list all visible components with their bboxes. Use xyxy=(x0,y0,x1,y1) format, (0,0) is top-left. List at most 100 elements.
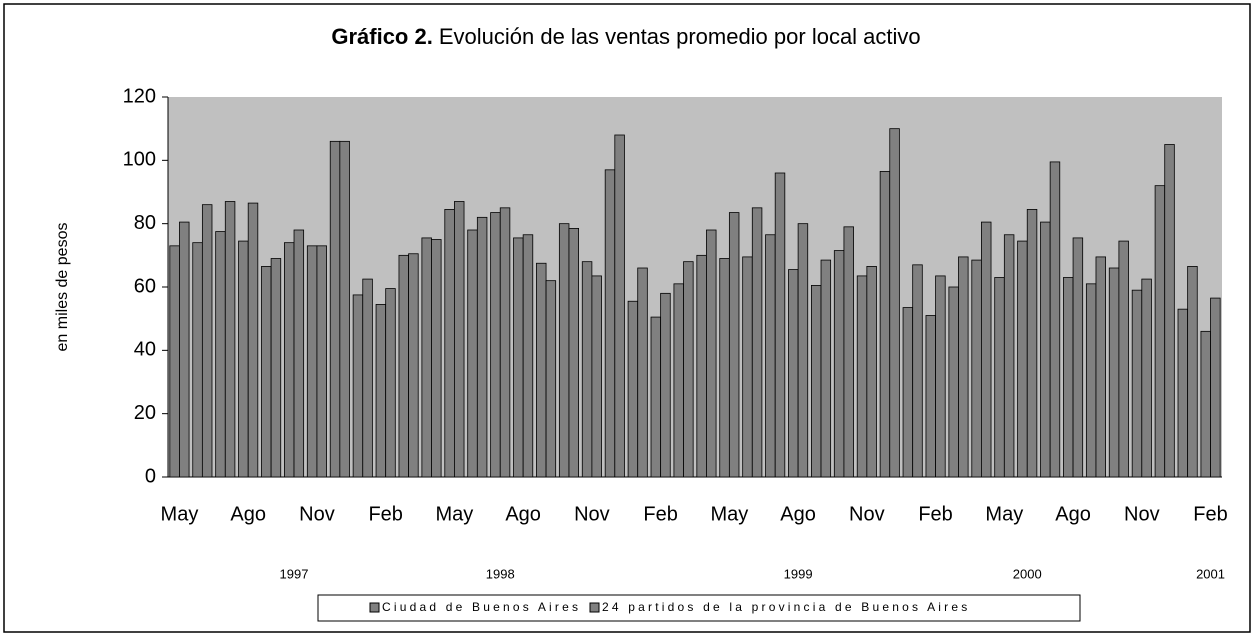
bar xyxy=(1063,277,1074,478)
bar xyxy=(797,223,809,478)
bar xyxy=(673,283,684,478)
year-label: 1997 xyxy=(280,566,309,581)
bar xyxy=(536,262,547,478)
bar xyxy=(261,266,272,478)
bar xyxy=(843,226,854,478)
x-tick-label: May xyxy=(985,503,1023,525)
bar xyxy=(490,212,501,478)
x-tick-label: Ago xyxy=(230,503,266,525)
bar xyxy=(774,172,786,478)
bar xyxy=(568,228,580,478)
bar xyxy=(375,304,387,478)
bar xyxy=(224,201,236,478)
bar xyxy=(1072,237,1084,478)
bar xyxy=(866,266,877,478)
bar xyxy=(316,245,327,478)
y-axis-label: en miles de pesos xyxy=(54,223,71,352)
bar xyxy=(398,254,409,478)
title-text: Evolución de las ventas promedio por loc… xyxy=(439,24,921,49)
bar xyxy=(467,229,478,478)
bar xyxy=(283,242,295,478)
bar xyxy=(444,209,455,478)
legend-swatch xyxy=(369,602,380,613)
bar xyxy=(912,264,923,478)
bar xyxy=(270,258,282,478)
bar xyxy=(1177,308,1189,478)
x-tick-label: Feb xyxy=(918,503,952,525)
bar xyxy=(719,258,730,478)
bar xyxy=(1095,256,1107,478)
bar xyxy=(513,237,524,478)
bar xyxy=(925,315,936,478)
x-tick-label: Ago xyxy=(505,503,541,525)
legend-label: 24 partidos de la provincia de Buenos Ai… xyxy=(602,600,970,614)
bar xyxy=(1017,240,1028,478)
bar xyxy=(421,237,432,478)
bar xyxy=(751,207,763,478)
y-tick-label: 0 xyxy=(145,465,156,487)
bar xyxy=(591,275,602,478)
bar xyxy=(431,239,442,478)
x-tick-label: Feb xyxy=(368,503,402,525)
y-tick-label: 120 xyxy=(123,85,156,107)
x-tick-label: Nov xyxy=(574,503,610,525)
bar xyxy=(362,278,373,478)
bar xyxy=(1187,266,1198,478)
bar xyxy=(650,316,662,478)
bar xyxy=(742,256,753,478)
bar xyxy=(581,261,593,478)
legend-swatch xyxy=(589,602,600,613)
bar xyxy=(385,288,396,478)
bar xyxy=(293,229,305,478)
x-tick-label: Ago xyxy=(1055,503,1091,525)
bar xyxy=(706,229,717,478)
bar xyxy=(1085,283,1097,478)
legend-label: Ciudad de Buenos Aires xyxy=(382,600,581,614)
bar xyxy=(1200,330,1211,478)
x-tick-label: May xyxy=(161,503,199,525)
bar xyxy=(637,267,648,478)
bar xyxy=(1118,240,1129,478)
legend xyxy=(317,594,1081,622)
bar xyxy=(476,216,488,478)
bar xyxy=(179,221,190,478)
bar xyxy=(1154,185,1166,478)
bar xyxy=(788,269,799,478)
bar xyxy=(856,275,868,478)
bar xyxy=(1040,221,1051,478)
y-tick-label: 20 xyxy=(134,402,156,424)
year-label: 1998 xyxy=(486,566,515,581)
bar xyxy=(192,242,203,478)
bar xyxy=(499,207,511,478)
bar xyxy=(902,307,914,478)
bar xyxy=(329,140,341,478)
bar xyxy=(994,277,1005,478)
bar xyxy=(879,171,891,478)
bar xyxy=(408,253,419,478)
bar xyxy=(833,250,845,478)
x-tick-label: May xyxy=(710,503,748,525)
bar xyxy=(454,201,465,478)
y-tick-label: 80 xyxy=(134,212,156,234)
bar xyxy=(238,240,249,478)
bar xyxy=(889,128,900,478)
bar xyxy=(614,134,625,478)
bar xyxy=(247,202,259,478)
bar xyxy=(604,169,616,478)
bar xyxy=(558,223,570,478)
bar xyxy=(958,256,969,478)
bar xyxy=(1141,278,1152,478)
bar xyxy=(683,261,694,478)
bar xyxy=(981,221,992,478)
bar xyxy=(1026,209,1038,478)
chart-title: Gráfico 2. Evolución de las ventas promed… xyxy=(331,24,920,49)
x-tick-label: Feb xyxy=(643,503,677,525)
bar xyxy=(627,300,639,478)
bar xyxy=(545,280,557,478)
bar xyxy=(660,292,671,478)
bar xyxy=(215,231,226,478)
bar xyxy=(948,286,959,478)
bar xyxy=(352,294,364,478)
bar xyxy=(201,204,213,478)
